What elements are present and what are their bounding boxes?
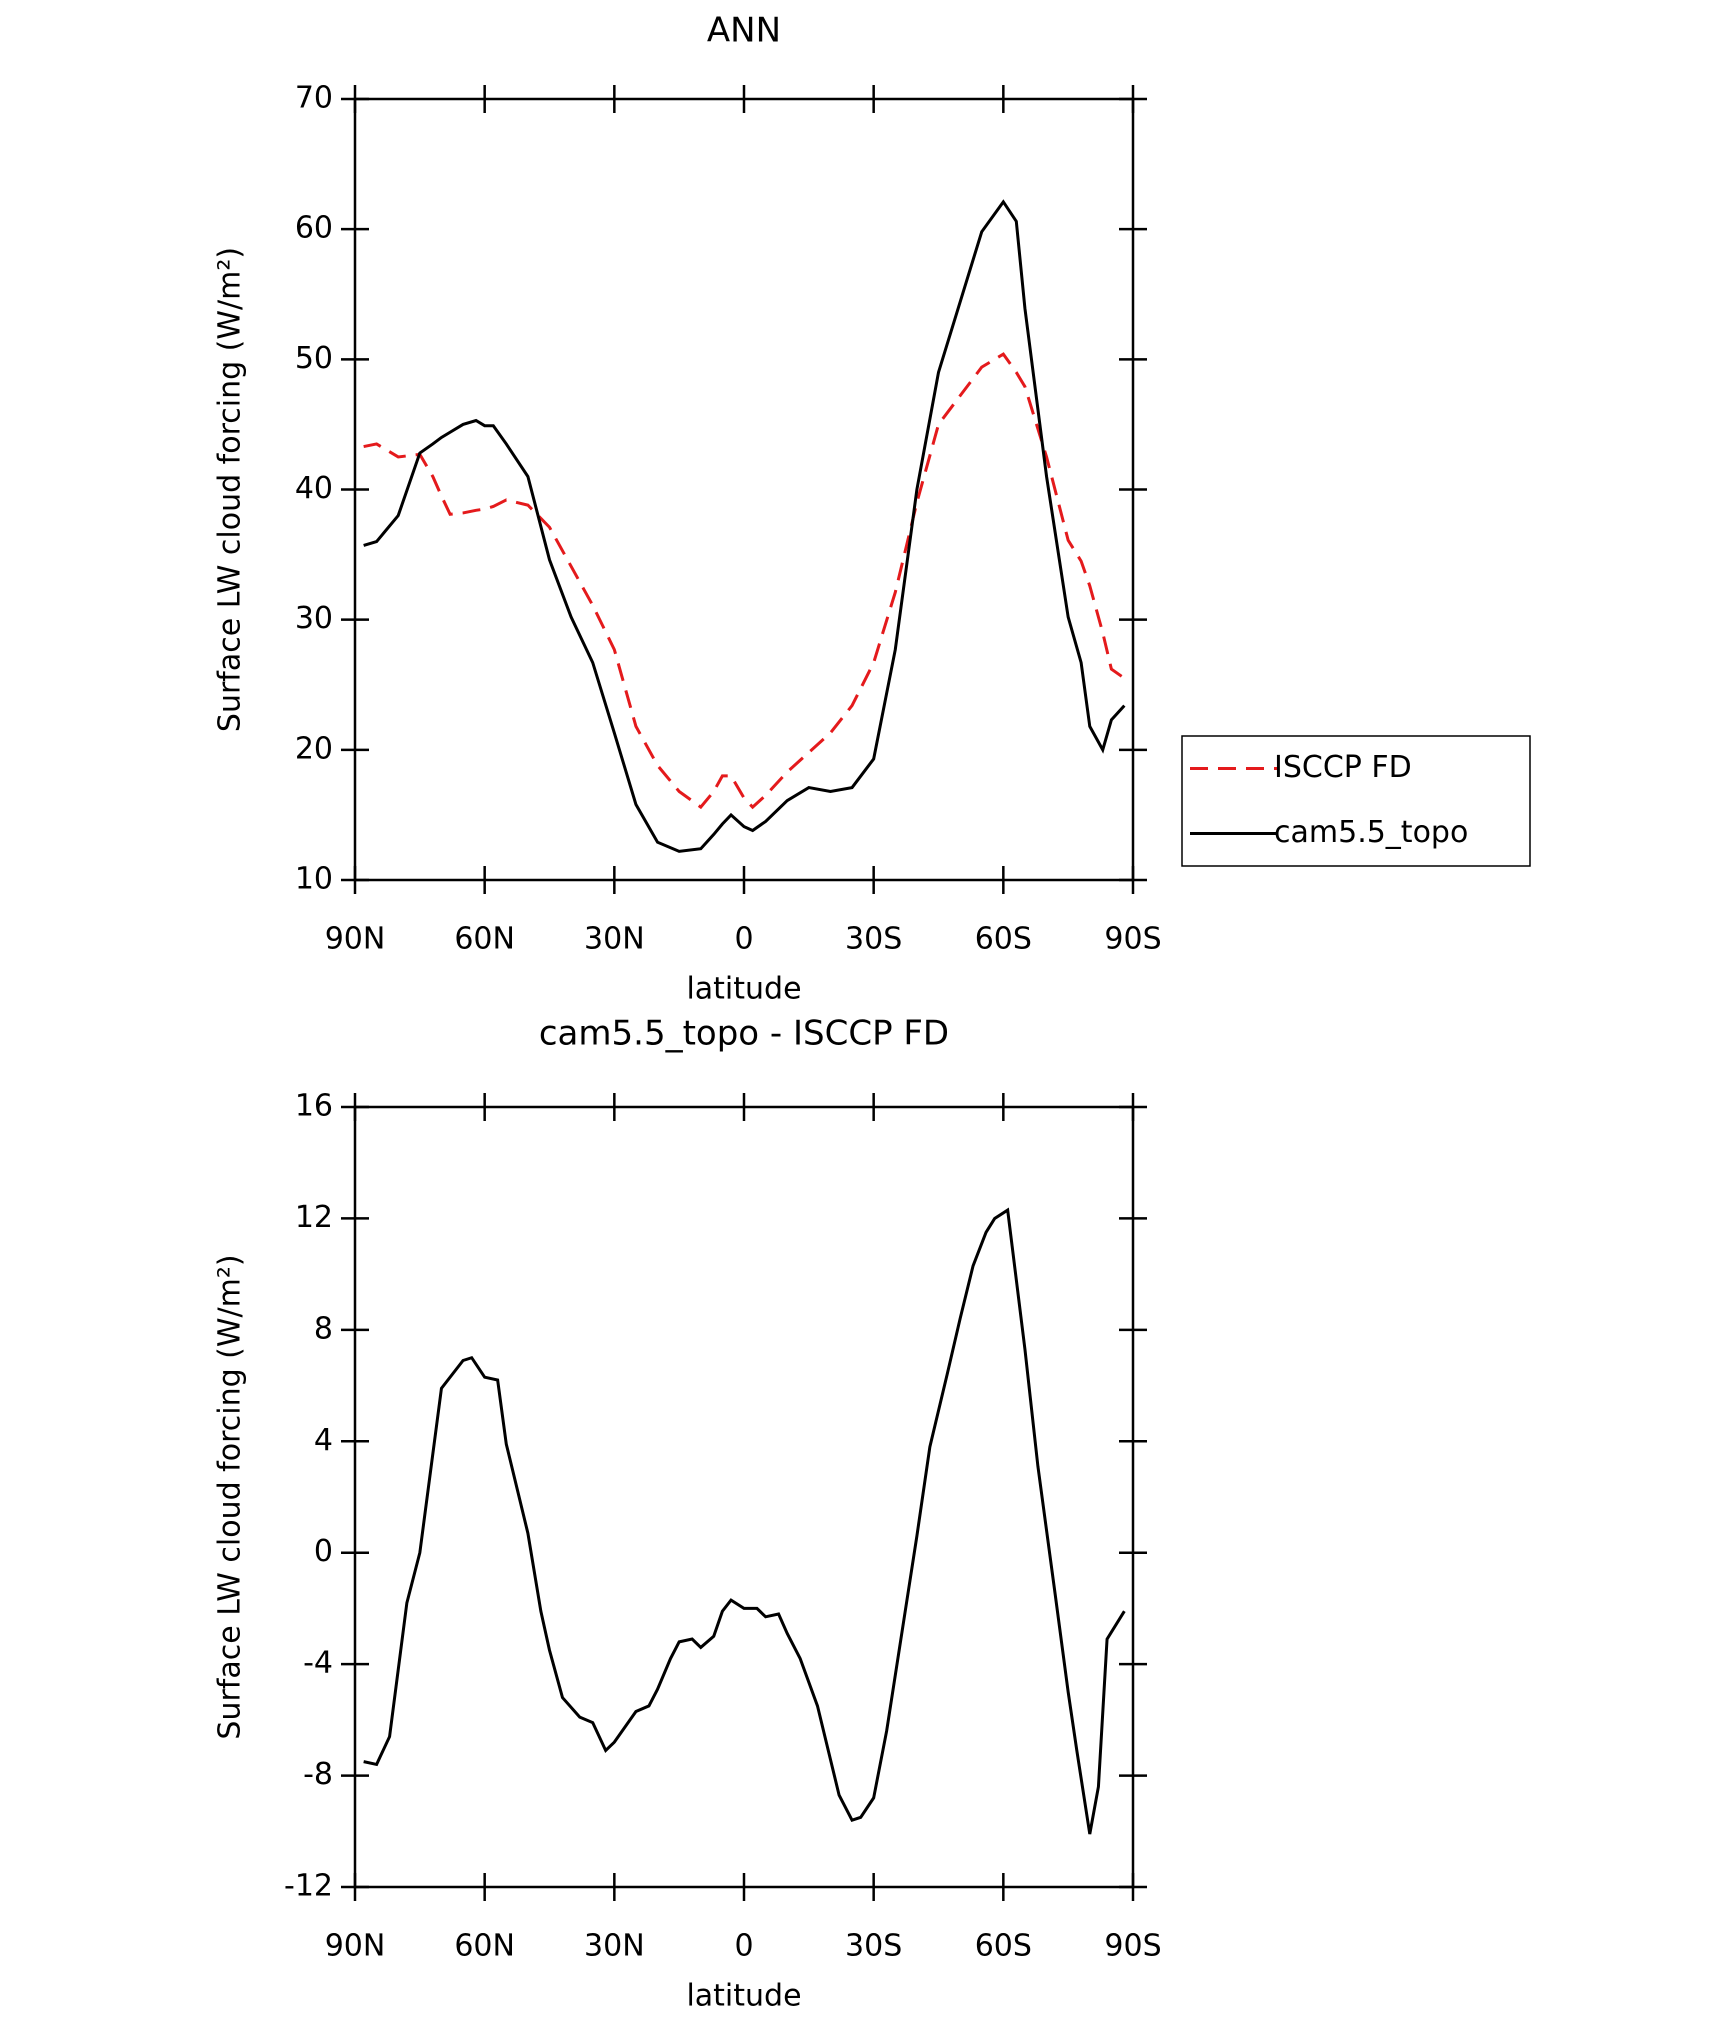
x-tick-label: 30N — [584, 922, 645, 957]
y-tick-label: 50 — [295, 341, 333, 376]
x-tick-label: 60N — [454, 922, 515, 957]
plot-frame — [353, 1105, 1135, 1889]
x-tick-label: 90S — [1104, 1929, 1161, 1964]
legend-label: ISCCP FD — [1274, 750, 1412, 785]
y-tick-label: 10 — [295, 862, 333, 897]
chart-title: cam5.5_topo - ISCCP FD — [539, 1014, 949, 1054]
y-axis-label: Surface LW cloud forcing (W/m²) — [213, 1254, 248, 1739]
legend-box — [1181, 735, 1531, 867]
y-tick-label: 0 — [314, 1534, 333, 1569]
x-tick-label: 90N — [325, 922, 386, 957]
series-line — [363, 199, 1126, 853]
y-tick-label: 8 — [314, 1311, 333, 1346]
y-tick-label: 60 — [295, 211, 333, 246]
x-tick-label: 30S — [845, 922, 902, 957]
x-tick-label: 60S — [975, 1929, 1032, 1964]
y-axis-label: Surface LW cloud forcing (W/m²) — [213, 247, 248, 732]
x-tick-label: 90N — [325, 1929, 386, 1964]
y-tick-label: 12 — [295, 1200, 333, 1235]
x-tick-label: 60N — [454, 1929, 515, 1964]
x-tick-label: 0 — [734, 1929, 753, 1964]
x-tick-label: 60S — [975, 922, 1032, 957]
plot-frame — [353, 97, 1135, 882]
y-tick-label: 4 — [314, 1423, 333, 1458]
chart-title: ANN — [707, 11, 781, 51]
x-axis-label: latitude — [686, 1979, 801, 2014]
series-line — [363, 1207, 1126, 1835]
y-tick-label: -8 — [303, 1757, 333, 1792]
y-tick-label: -4 — [303, 1646, 333, 1681]
y-tick-label: 16 — [295, 1089, 333, 1124]
y-tick-label: -12 — [284, 1869, 333, 1904]
y-tick-label: 40 — [295, 471, 333, 506]
x-axis-label: latitude — [686, 972, 801, 1007]
y-tick-label: 70 — [295, 81, 333, 116]
x-tick-label: 90S — [1104, 922, 1161, 957]
y-tick-label: 20 — [295, 731, 333, 766]
x-tick-label: 30S — [845, 1929, 902, 1964]
y-tick-label: 30 — [295, 601, 333, 636]
legend-label: cam5.5_topo — [1274, 815, 1468, 850]
x-tick-label: 30N — [584, 1929, 645, 1964]
series-line — [363, 352, 1126, 810]
x-tick-label: 0 — [734, 922, 753, 957]
